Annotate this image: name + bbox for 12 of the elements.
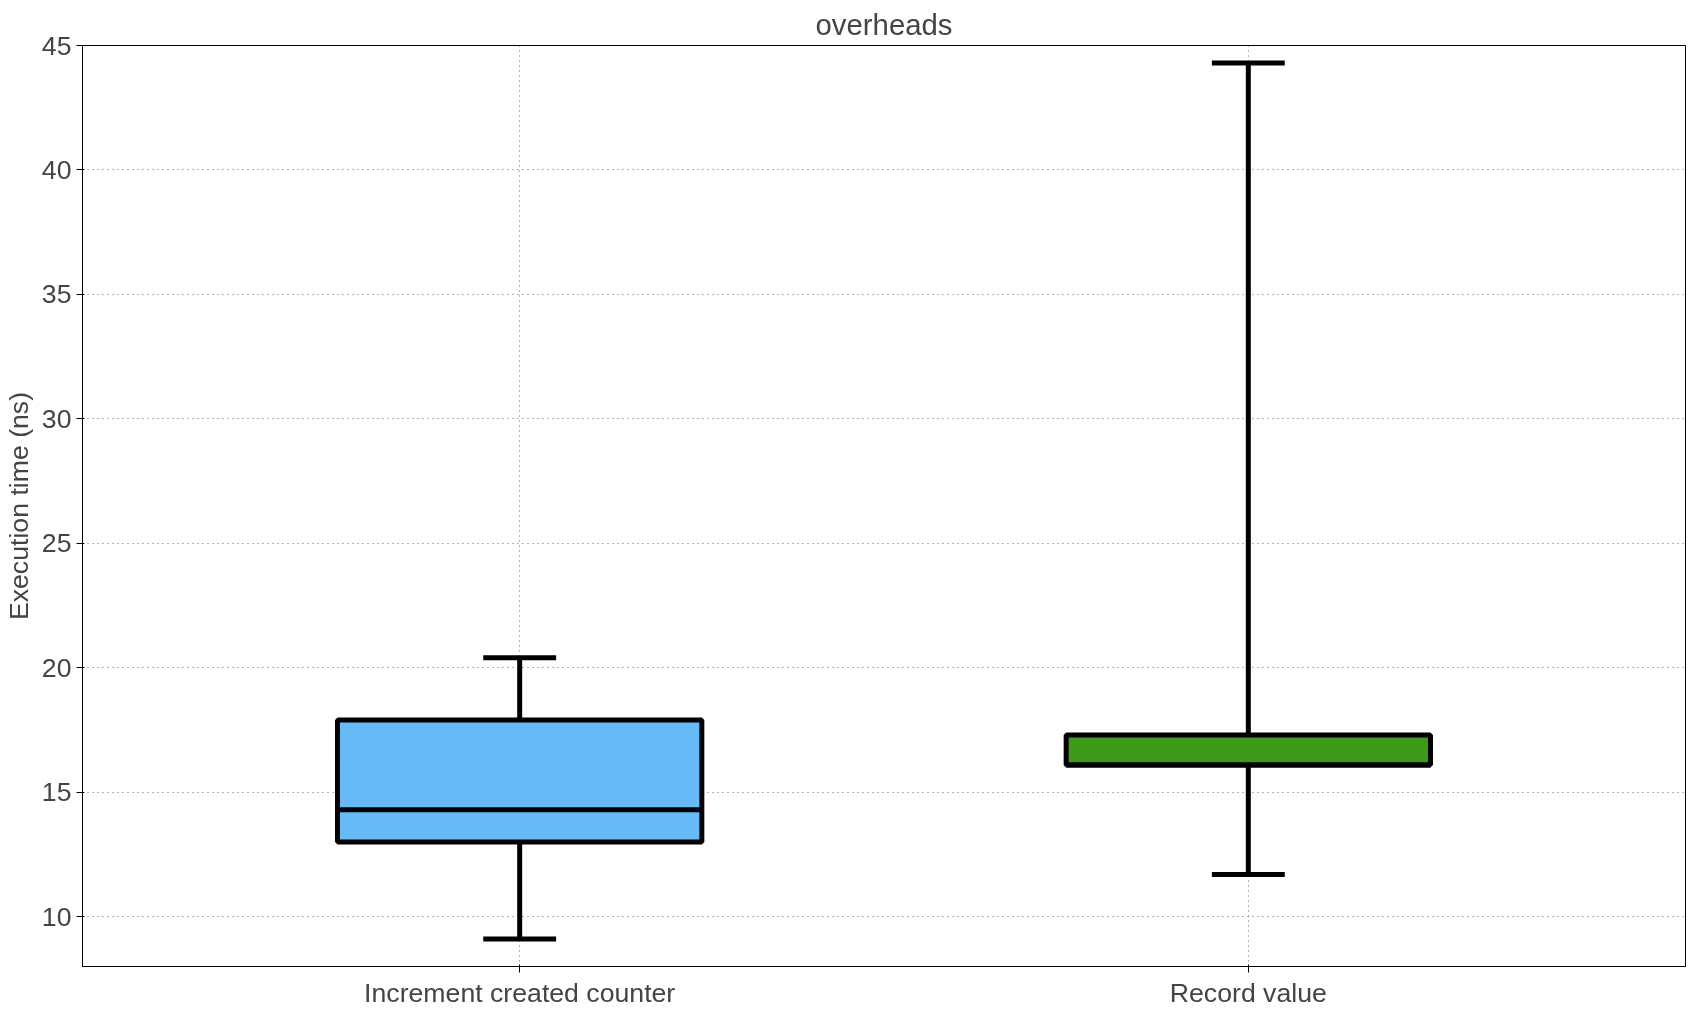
- y-tick-label: 45: [41, 30, 72, 61]
- y-tick-label: 10: [41, 901, 72, 932]
- y-tick-label: 35: [41, 279, 72, 310]
- x-tick-label: Increment created counter: [364, 977, 676, 1008]
- y-axis-title: Execution time (ns): [3, 391, 34, 621]
- chart-title: overheads: [815, 7, 953, 41]
- y-tick-label: 20: [41, 652, 72, 683]
- y-tick-label: 25: [41, 528, 72, 559]
- x-tick-label: Record value: [1169, 977, 1327, 1008]
- y-tick-label: 15: [41, 777, 72, 808]
- y-tick-label: 30: [41, 403, 72, 434]
- y-tick-label: 40: [41, 154, 72, 185]
